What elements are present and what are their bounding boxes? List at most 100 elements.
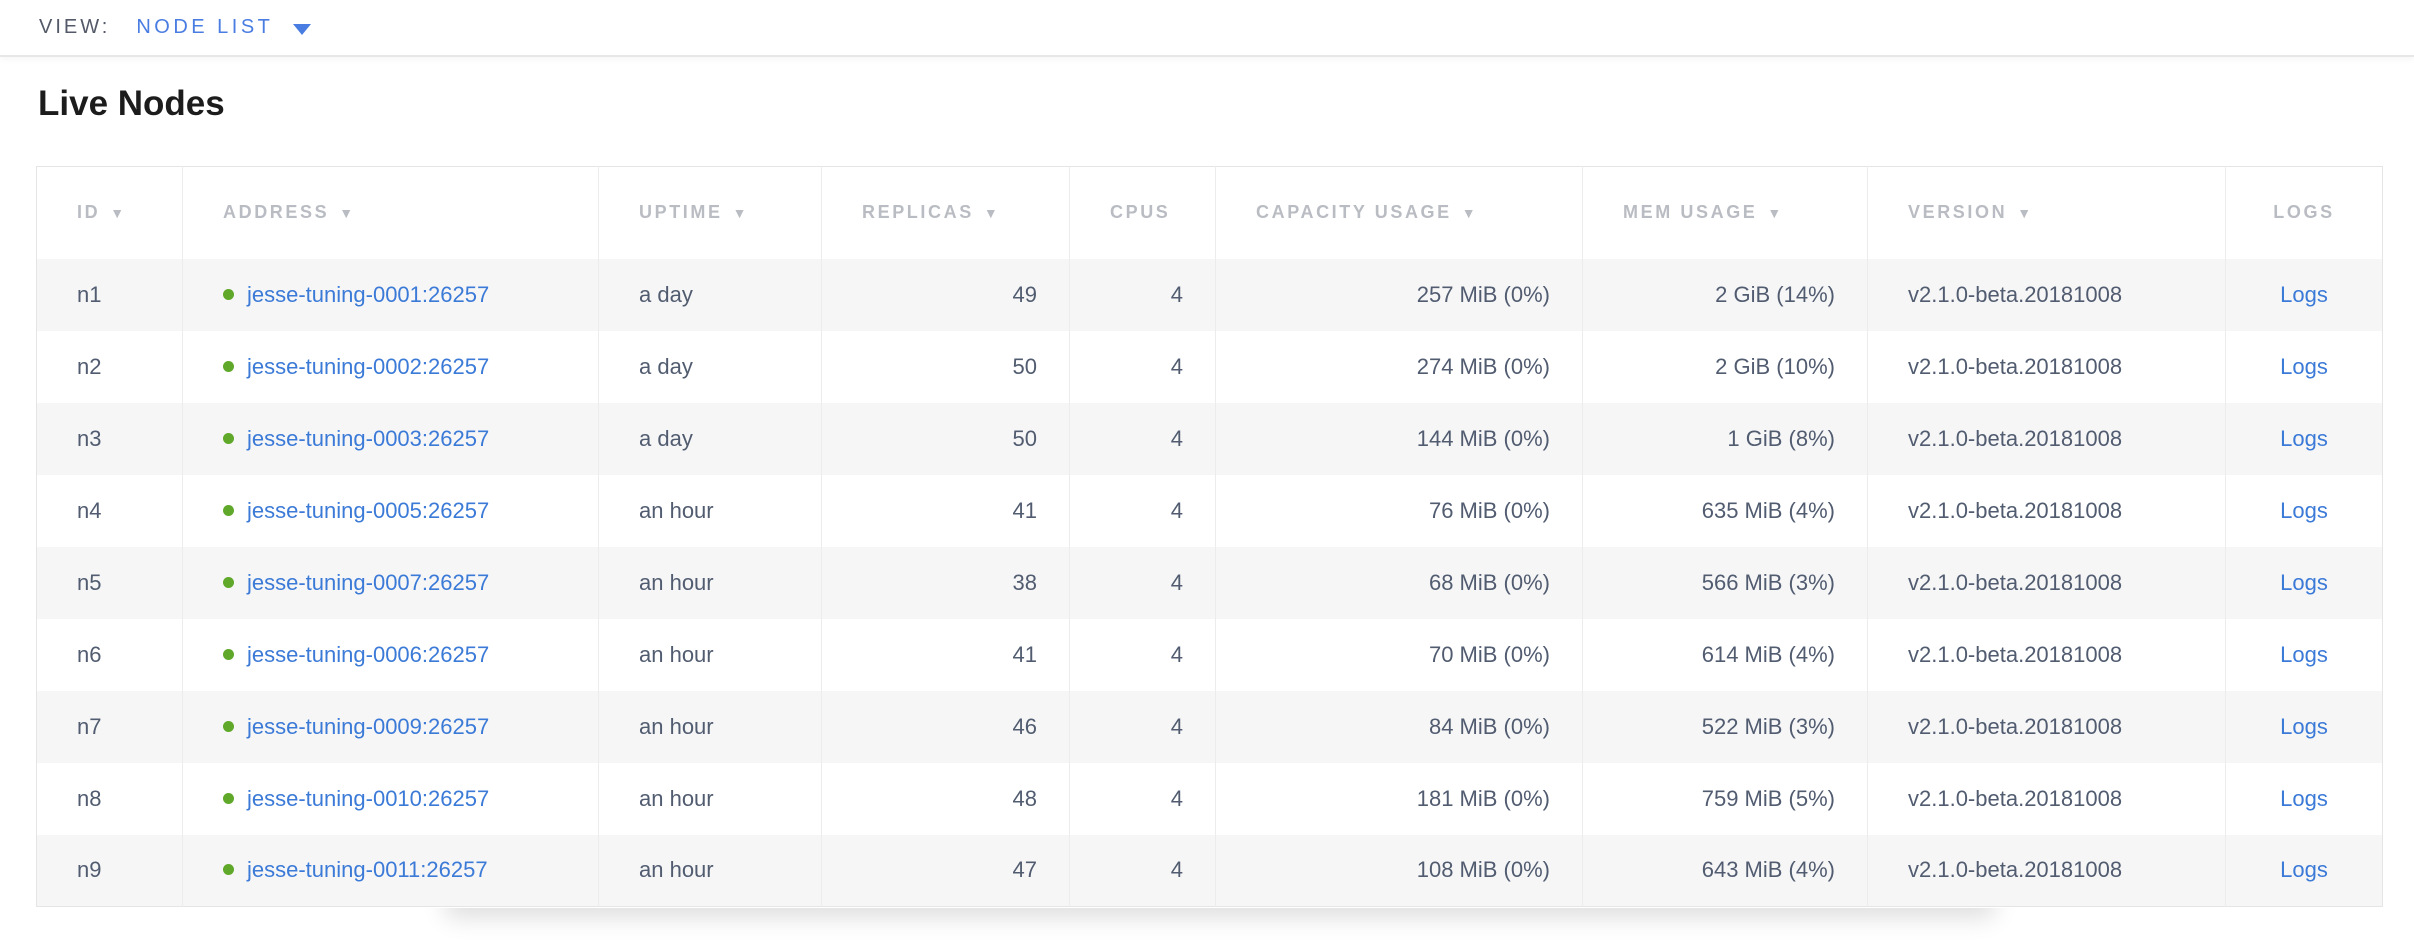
node-version-cell: v2.1.0-beta.20181008 [1867, 618, 2226, 691]
node-address-link[interactable]: jesse-tuning-0002:26257 [247, 353, 490, 379]
node-address-link[interactable]: jesse-tuning-0010:26257 [247, 785, 490, 811]
node-live-status-icon [223, 648, 234, 660]
node-mem-cell: 1 GiB (8%) [1582, 402, 1868, 475]
node-logs-link[interactable]: Logs [2280, 641, 2328, 667]
node-live-status-icon [223, 864, 234, 876]
column-header-label: REPLICAS [862, 202, 974, 223]
node-uptime-cell: an hour [598, 546, 822, 619]
node-address-link[interactable]: jesse-tuning-0007:26257 [247, 569, 490, 595]
node-cpus-cell: 4 [1069, 546, 1216, 619]
node-id-cell: n1 [77, 281, 102, 307]
node-logs-cell: Logs [2225, 762, 2383, 835]
node-logs-cell: Logs [2225, 834, 2383, 907]
node-address-link[interactable]: jesse-tuning-0006:26257 [247, 641, 490, 667]
node-capacity-cell: 68 MiB (0%) [1215, 546, 1583, 619]
node-uptime-cell: a day [598, 258, 822, 331]
node-logs-cell: Logs [2225, 258, 2383, 331]
column-header-id[interactable]: ID ▼ [37, 167, 183, 259]
node-version-cell: v2.1.0-beta.20181008 [1867, 834, 2226, 907]
node-logs-link[interactable]: Logs [2280, 857, 2328, 883]
node-address-cell: jesse-tuning-0003:26257 [182, 402, 599, 475]
node-logs-link[interactable]: Logs [2280, 569, 2328, 595]
node-live-status-icon [223, 432, 234, 444]
node-address-link[interactable]: jesse-tuning-0011:26257 [247, 857, 488, 883]
sort-desc-arrow-icon: ▼ [983, 205, 1001, 222]
column-header-capacity[interactable]: CAPACITY USAGE ▼ [1215, 166, 1583, 259]
node-uptime-cell: an hour [598, 690, 822, 763]
node-row-n1: n1 jesse-tuning-0001:26257 a day 49 4 257 MiB… [36, 258, 2383, 331]
node-row-n3: n3 jesse-tuning-0003:26257 a day 50 4 144 MiB… [36, 402, 2383, 475]
node-cpus-cell: 4 [1069, 690, 1216, 763]
view-selected-value: NODE LIST [136, 16, 274, 38]
column-header-version[interactable]: VERSION ▼ [1867, 166, 2226, 259]
column-header-address[interactable]: ADDRESS ▼ [182, 166, 599, 259]
node-capacity-cell: 144 MiB (0%) [1215, 402, 1583, 475]
column-header-mem[interactable]: MEM USAGE ▼ [1582, 166, 1868, 259]
node-address-cell: jesse-tuning-0006:26257 [182, 618, 599, 691]
node-address-link[interactable]: jesse-tuning-0003:26257 [247, 425, 490, 451]
node-mem-cell: 2 GiB (10%) [1582, 330, 1868, 403]
column-header-replicas[interactable]: REPLICAS ▼ [821, 166, 1070, 259]
node-logs-cell: Logs [2225, 690, 2383, 763]
node-address-cell: jesse-tuning-0009:26257 [182, 690, 599, 763]
node-id-cell: n8 [77, 785, 102, 811]
node-row-n2: n2 jesse-tuning-0002:26257 a day 50 4 274 MiB… [36, 330, 2383, 403]
node-logs-link[interactable]: Logs [2280, 713, 2328, 739]
node-uptime-cell: an hour [598, 474, 822, 547]
node-version-cell: v2.1.0-beta.20181008 [1867, 546, 2226, 619]
node-cpus-cell: 4 [1069, 258, 1216, 331]
node-row-n4: n4 jesse-tuning-0005:26257 an hour 41 4 76 Mi… [36, 474, 2383, 547]
node-row-n8: n8 jesse-tuning-0010:26257 an hour 48 4 181 M… [36, 762, 2383, 835]
node-id-cell: n5 [77, 569, 102, 595]
node-uptime-cell: a day [598, 402, 822, 475]
node-cpus-cell: 4 [1069, 618, 1216, 691]
node-address-link[interactable]: jesse-tuning-0009:26257 [247, 713, 490, 739]
column-header-label: CAPACITY USAGE [1256, 202, 1452, 223]
node-id-cell: n4 [77, 497, 102, 523]
node-row-n6: n6 jesse-tuning-0006:26257 an hour 41 4 70 Mi… [36, 618, 2383, 691]
view-selector-dropdown[interactable]: NODE LIST [136, 16, 312, 39]
node-address-cell: jesse-tuning-0001:26257 [182, 258, 599, 331]
node-address-link[interactable]: jesse-tuning-0001:26257 [247, 281, 490, 307]
node-replicas-cell: 50 [821, 330, 1070, 403]
node-mem-cell: 2 GiB (14%) [1582, 258, 1868, 331]
node-capacity-cell: 181 MiB (0%) [1215, 762, 1583, 835]
bottom-shadow [420, 908, 2020, 948]
node-logs-cell: Logs [2225, 402, 2383, 475]
node-logs-cell: Logs [2225, 330, 2383, 403]
node-logs-link[interactable]: Logs [2280, 425, 2328, 451]
node-id-cell: n2 [77, 353, 102, 379]
node-logs-link[interactable]: Logs [2280, 785, 2328, 811]
column-header-label: VERSION [1908, 202, 2008, 223]
node-logs-link[interactable]: Logs [2280, 497, 2328, 523]
node-address-link[interactable]: jesse-tuning-0005:26257 [247, 497, 490, 523]
node-logs-cell: Logs [2225, 618, 2383, 691]
sort-desc-arrow-icon: ▼ [2017, 205, 2034, 222]
node-mem-cell: 566 MiB (3%) [1582, 546, 1868, 619]
column-header-logs: LOGS [2225, 166, 2383, 259]
node-replicas-cell: 46 [821, 690, 1070, 763]
view-bar: VIEW: NODE LIST [0, 0, 2414, 57]
node-cpus-cell: 4 [1069, 330, 1216, 403]
node-address-cell: jesse-tuning-0002:26257 [182, 330, 599, 403]
node-live-status-icon [223, 576, 234, 588]
node-logs-cell: Logs [2225, 474, 2383, 547]
node-address-cell: jesse-tuning-0005:26257 [182, 474, 599, 547]
node-logs-link[interactable]: Logs [2280, 353, 2328, 379]
node-address-cell: jesse-tuning-0011:26257 [182, 834, 599, 907]
node-capacity-cell: 108 MiB (0%) [1215, 834, 1583, 907]
column-header-label: UPTIME [639, 202, 723, 223]
node-live-status-icon [223, 360, 234, 372]
node-replicas-cell: 41 [821, 618, 1070, 691]
chevron-down-icon [293, 23, 312, 35]
node-replicas-cell: 38 [821, 546, 1070, 619]
column-header-uptime[interactable]: UPTIME ▼ [598, 166, 822, 259]
node-row-n5: n5 jesse-tuning-0007:26257 an hour 38 4 68 Mi… [36, 546, 2383, 619]
table-header-row: ID ▼ ADDRESS ▼ UPTIME ▼ REPLICAS ▼ CPUS CAPACITY … [36, 166, 2383, 259]
node-mem-cell: 759 MiB (5%) [1582, 762, 1868, 835]
node-id-cell: n9 [77, 857, 102, 883]
node-logs-link[interactable]: Logs [2280, 281, 2328, 307]
live-nodes-table: ID ▼ ADDRESS ▼ UPTIME ▼ REPLICAS ▼ CPUS CAPACITY … [36, 166, 2383, 907]
node-logs-cell: Logs [2225, 546, 2383, 619]
column-header-label: LOGS [2273, 202, 2335, 223]
